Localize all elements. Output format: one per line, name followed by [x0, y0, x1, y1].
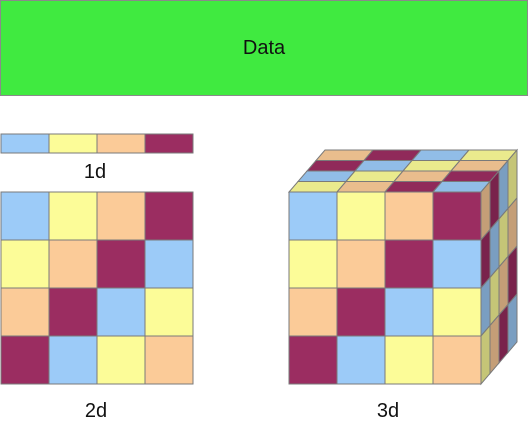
- three-d-top-cell: [431, 181, 492, 193]
- one-d-caption: 1d: [83, 161, 107, 183]
- three-d-side-cell: [489, 313, 500, 375]
- one-d-cell: [144, 133, 194, 154]
- three-d-side-cell: [498, 303, 509, 365]
- three-d-top-cell: [344, 170, 405, 182]
- three-d-top-cell: [305, 160, 366, 172]
- three-d-front-cell: [288, 239, 338, 289]
- three-d-top-cell: [458, 149, 519, 161]
- three-d-top-cell: [449, 160, 510, 172]
- three-d-top-cell: [392, 170, 453, 182]
- three-d-top-cell: [401, 160, 462, 172]
- three-d-top-cell: [353, 160, 414, 172]
- three-d-front-cell: [384, 287, 434, 337]
- three-d-front-cell: [336, 191, 386, 241]
- three-d-top-cell: [287, 181, 348, 193]
- three-d-front-cell: [288, 287, 338, 337]
- three-d-top-cell: [440, 170, 501, 182]
- three-d-front-cell: [432, 335, 482, 385]
- three-d-top-cell: [296, 170, 357, 182]
- data-banner-label: Data: [242, 36, 286, 59]
- three-d-top-cell: [410, 149, 471, 161]
- three-d-front-cell: [336, 239, 386, 289]
- three-d-side-cell: [480, 324, 491, 386]
- three-d-front-cell: [432, 287, 482, 337]
- three-d-top-cell: [383, 181, 444, 193]
- three-d-front-cell: [288, 335, 338, 385]
- data-banner: Data: [0, 0, 528, 96]
- three-d-front-cell: [336, 335, 386, 385]
- three-d-front-cell: [336, 287, 386, 337]
- three-d-front-cell: [384, 191, 434, 241]
- three-d-front-cell: [432, 239, 482, 289]
- three-d-side-cell: [507, 292, 518, 354]
- two-d-cell: [144, 335, 194, 385]
- three-d-top-cell: [335, 181, 396, 193]
- three-d-top-cell: [314, 149, 375, 161]
- three-d-front-cell: [432, 191, 482, 241]
- two-d-caption: 2d: [84, 400, 108, 422]
- three-d-front-cell: [288, 191, 338, 241]
- three-d-caption: 3d: [376, 400, 400, 422]
- three-d-top-cell: [362, 149, 423, 161]
- three-d-front-cell: [384, 239, 434, 289]
- three-d-front-cell: [384, 335, 434, 385]
